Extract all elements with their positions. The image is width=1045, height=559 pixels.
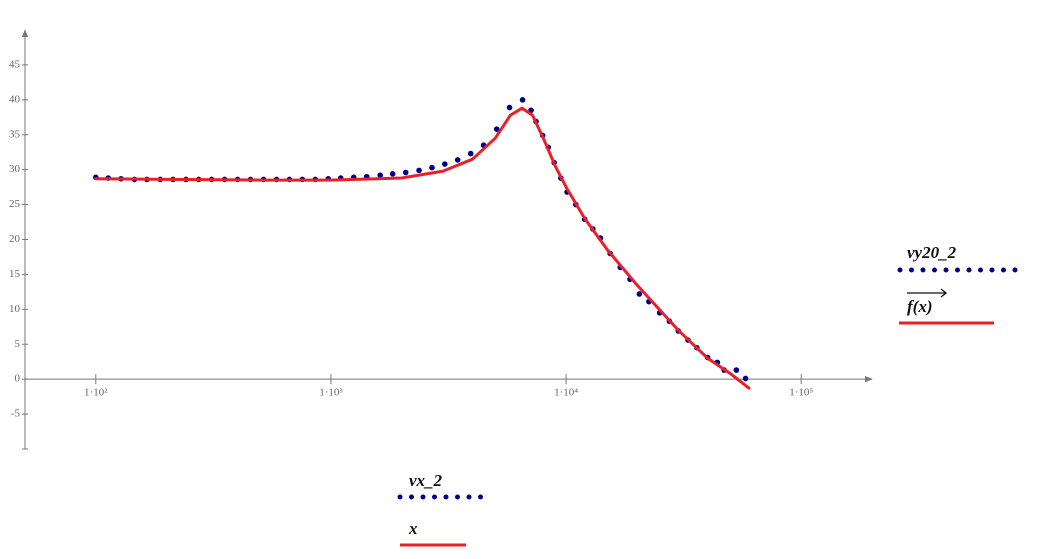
data-point (493, 126, 500, 132)
data-point (506, 104, 513, 111)
legend-label: f(x) (907, 297, 932, 316)
data-point (429, 164, 435, 171)
x-tick-label: 1·10⁵ (789, 387, 813, 399)
data-point (442, 161, 448, 167)
data-line (94, 106, 751, 390)
y-tick-label: 25 (9, 198, 21, 210)
data-point (389, 171, 396, 177)
y-tick-label: 15 (9, 268, 21, 280)
y-tick-label: 35 (9, 128, 21, 140)
y-tick-label: -5 (11, 408, 21, 420)
y-tick-label: 5 (15, 338, 21, 350)
x-tick-label: 1·10³ (319, 387, 343, 399)
y-tick-label: 0 (15, 373, 21, 385)
data-point (416, 167, 422, 174)
x-tick-label: 1·10⁴ (554, 387, 578, 399)
axis-label: x (408, 519, 418, 538)
vector-arrow (907, 288, 948, 298)
y-tick-label: 45 (9, 58, 21, 70)
data-point (377, 172, 383, 179)
axis-label: vx_2 (409, 471, 443, 490)
data-point (519, 97, 526, 103)
data-point (402, 169, 409, 176)
data-point (636, 291, 643, 297)
data-point (742, 375, 749, 382)
data-point (733, 367, 740, 373)
legend-label: vy20_2 (907, 243, 957, 262)
y-tick-label: 30 (9, 163, 21, 175)
x-tick-label: 1·10² (84, 387, 108, 399)
data-point (467, 150, 474, 157)
y-tick-label: 40 (9, 93, 21, 105)
y-tick-label: 10 (9, 303, 21, 315)
y-tick-label: 20 (9, 233, 21, 245)
data-point (454, 157, 461, 163)
